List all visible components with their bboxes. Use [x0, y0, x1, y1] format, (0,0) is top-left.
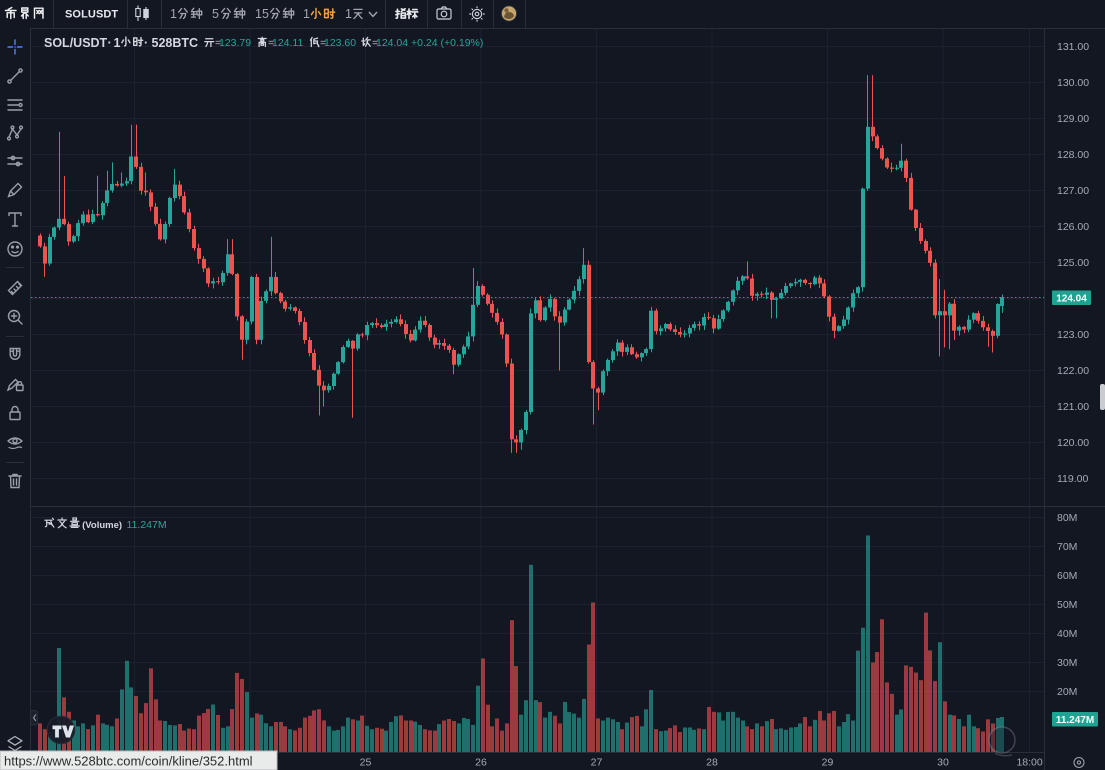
svg-text:122.00: 122.00 [1057, 365, 1089, 377]
svg-text:=: = [372, 37, 378, 49]
svg-text:30: 30 [937, 757, 949, 769]
svg-text:29: 29 [822, 757, 834, 769]
svg-text:126.00: 126.00 [1057, 221, 1089, 233]
svg-text:·: · [108, 36, 112, 50]
svg-text:50M: 50M [1057, 599, 1077, 611]
svg-text:119.00: 119.00 [1057, 473, 1088, 485]
svg-text:20M: 20M [1057, 686, 1077, 698]
svg-text:5: 5 [212, 7, 219, 21]
svg-text:+0.24 (+0.19%): +0.24 (+0.19%) [411, 37, 483, 49]
svg-text:123.60: 123.60 [324, 37, 356, 49]
svg-text:28: 28 [706, 757, 718, 769]
svg-text:40M: 40M [1057, 628, 1077, 640]
svg-text:80M: 80M [1057, 512, 1077, 524]
svg-text:121.00: 121.00 [1057, 401, 1089, 413]
svg-text:528BTC: 528BTC [152, 36, 199, 50]
svg-text:(Volume): (Volume) [82, 520, 122, 531]
svg-text:18:00: 18:00 [1016, 757, 1042, 769]
svg-text:15: 15 [255, 7, 269, 21]
svg-text:124.11: 124.11 [272, 37, 303, 49]
svg-text:70M: 70M [1057, 541, 1077, 553]
svg-text:27: 27 [591, 757, 603, 769]
svg-text:123.79: 123.79 [219, 37, 251, 49]
svg-text:25: 25 [360, 757, 372, 769]
svg-text:=: = [320, 37, 326, 49]
svg-text:SOLUSDT: SOLUSDT [65, 9, 118, 21]
svg-text:SOL/USDT: SOL/USDT [44, 36, 108, 50]
svg-text:129.00: 129.00 [1057, 113, 1089, 125]
svg-text:26: 26 [475, 757, 487, 769]
svg-text:131.00: 131.00 [1057, 41, 1089, 53]
svg-text:127.00: 127.00 [1057, 185, 1089, 197]
svg-text:1: 1 [303, 7, 310, 21]
svg-text:128.00: 128.00 [1057, 149, 1089, 161]
svg-text:30M: 30M [1057, 657, 1077, 669]
svg-text:125.00: 125.00 [1057, 257, 1089, 269]
svg-text:11.247M: 11.247M [127, 519, 167, 531]
svg-text:60M: 60M [1057, 570, 1077, 582]
svg-text:123.00: 123.00 [1057, 329, 1089, 341]
svg-text:124.04: 124.04 [1056, 293, 1087, 304]
svg-text:1: 1 [114, 36, 121, 50]
svg-text:https://www.528btc.com/coin/kl: https://www.528btc.com/coin/kline/352.ht… [4, 754, 253, 769]
svg-text:1: 1 [345, 7, 352, 21]
svg-text:11.247M: 11.247M [1056, 715, 1094, 726]
svg-text:124.04: 124.04 [376, 37, 408, 49]
svg-text:=: = [268, 37, 274, 49]
svg-text:=: = [215, 37, 221, 49]
svg-text:1: 1 [170, 7, 177, 21]
svg-text:·: · [144, 36, 148, 50]
svg-text:130.00: 130.00 [1057, 77, 1089, 89]
svg-text:120.00: 120.00 [1057, 437, 1089, 449]
